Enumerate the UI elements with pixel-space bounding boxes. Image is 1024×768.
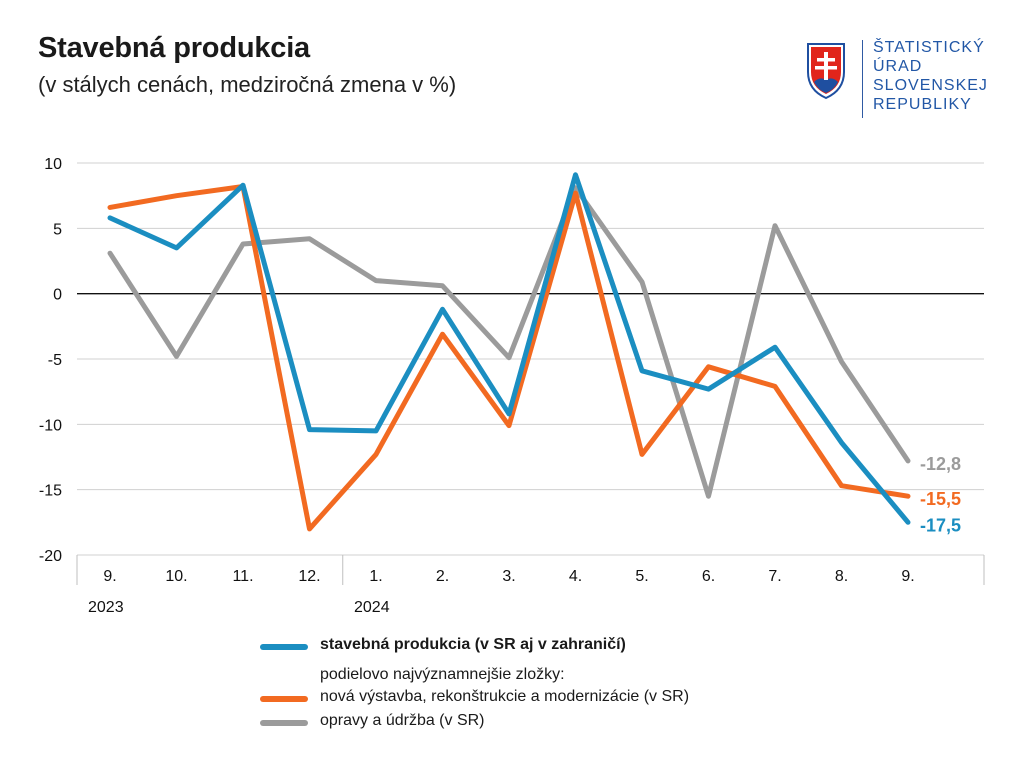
- legend-label-main: stavebná produkcia (v SR aj v zahraničí): [320, 636, 626, 653]
- series-line-2: [107, 172, 911, 525]
- end-value-label: -17,5: [920, 515, 961, 535]
- year-label: 2023: [88, 599, 124, 616]
- y-tick-label: -15: [39, 483, 62, 500]
- y-tick-label: 10: [44, 156, 62, 173]
- x-tick-label: 5.: [635, 568, 648, 585]
- x-tick-label: 12.: [298, 568, 320, 585]
- logo-line-2: ÚRAD: [873, 58, 923, 75]
- x-tick-label: 7.: [768, 568, 781, 585]
- legend-components-heading: podielovo najvýznamnejšie zložky:: [320, 666, 565, 683]
- legend-label-orange: nová výstavba, rekonštrukcie a modernizá…: [320, 688, 690, 705]
- y-tick-label: 0: [53, 287, 62, 304]
- series-line-0: [107, 185, 911, 499]
- legend-swatch-orange: [260, 696, 308, 702]
- logo-text: ŠTATISTICKÝ ÚRAD SLOVENSKEJ REPUBLIKY: [873, 38, 988, 114]
- end-value-label: -15,5: [920, 489, 961, 509]
- x-tick-label: 3.: [502, 568, 515, 585]
- x-tick-label: 8.: [835, 568, 848, 585]
- chart-title: Stavebná produkcia: [38, 32, 310, 64]
- statistical-office-logo: ŠTATISTICKÝ ÚRAD SLOVENSKEJ REPUBLIKY: [806, 38, 1006, 128]
- x-tick-label: 6.: [702, 568, 715, 585]
- legend-swatch-blue: [260, 644, 308, 650]
- x-tick-label: 9.: [103, 568, 116, 585]
- year-label: 2024: [354, 599, 390, 616]
- logo-line-4: REPUBLIKY: [873, 96, 972, 113]
- y-tick-label: -20: [39, 548, 62, 565]
- chart-subtitle: (v stálych cenách, medziročná zmena v %): [38, 72, 457, 97]
- end-value-label: -12,8: [920, 454, 961, 474]
- x-tick-label: 10.: [165, 568, 187, 585]
- x-tick-label: 2.: [436, 568, 449, 585]
- x-tick-label: 11.: [232, 568, 253, 585]
- slovak-coat-of-arms-icon: [807, 43, 845, 100]
- x-tick-label: 9.: [901, 568, 914, 585]
- logo-line-3: SLOVENSKEJ: [873, 77, 988, 94]
- x-tick-label: 1.: [369, 568, 382, 585]
- y-tick-label: -5: [48, 352, 62, 369]
- y-tick-label: 5: [53, 221, 62, 238]
- logo-divider: [862, 40, 863, 118]
- legend-label-gray: opravy a údržba (v SR): [320, 712, 485, 729]
- legend-swatch-gray: [260, 720, 308, 726]
- x-tick-label: 4.: [569, 568, 582, 585]
- logo-line-1: ŠTATISTICKÝ: [873, 39, 985, 56]
- y-tick-label: -10: [39, 417, 62, 434]
